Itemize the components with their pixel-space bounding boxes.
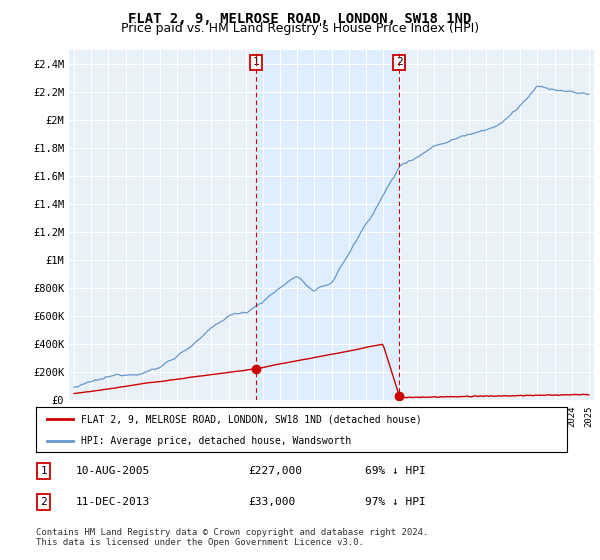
Text: £33,000: £33,000 [248,497,296,507]
Text: 2: 2 [396,58,403,67]
Text: FLAT 2, 9, MELROSE ROAD, LONDON, SW18 1ND (detached house): FLAT 2, 9, MELROSE ROAD, LONDON, SW18 1N… [81,414,422,424]
Text: 11-DEC-2013: 11-DEC-2013 [76,497,150,507]
Text: This data is licensed under the Open Government Licence v3.0.: This data is licensed under the Open Gov… [36,538,364,547]
Text: HPI: Average price, detached house, Wandsworth: HPI: Average price, detached house, Wand… [81,436,352,446]
Text: 1: 1 [253,58,259,67]
Text: 97% ↓ HPI: 97% ↓ HPI [365,497,426,507]
Text: Contains HM Land Registry data © Crown copyright and database right 2024.: Contains HM Land Registry data © Crown c… [36,528,428,536]
Text: 10-AUG-2005: 10-AUG-2005 [76,466,150,476]
Text: FLAT 2, 9, MELROSE ROAD, LONDON, SW18 1ND: FLAT 2, 9, MELROSE ROAD, LONDON, SW18 1N… [128,12,472,26]
Bar [256,50,399,400]
Text: 2: 2 [41,497,47,507]
Text: 69% ↓ HPI: 69% ↓ HPI [365,466,426,476]
Text: £227,000: £227,000 [248,466,302,476]
Text: 1: 1 [41,466,47,476]
Text: Price paid vs. HM Land Registry's House Price Index (HPI): Price paid vs. HM Land Registry's House … [121,22,479,35]
